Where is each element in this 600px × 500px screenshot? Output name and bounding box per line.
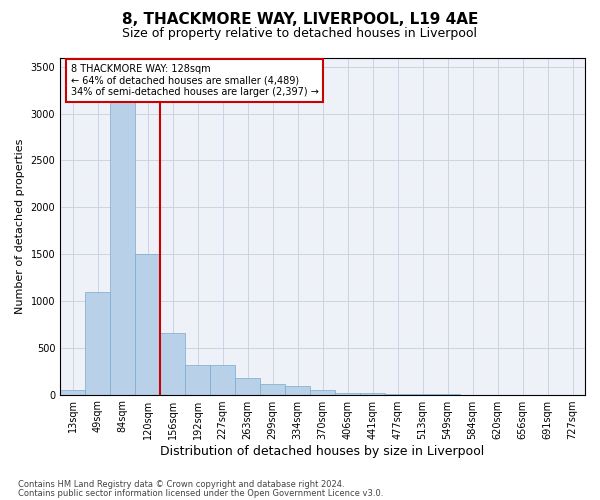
Bar xyxy=(210,364,235,394)
Bar xyxy=(310,390,335,394)
Text: Size of property relative to detached houses in Liverpool: Size of property relative to detached ho… xyxy=(122,28,478,40)
Bar xyxy=(160,333,185,394)
Y-axis label: Number of detached properties: Number of detached properties xyxy=(15,138,25,314)
Text: Contains public sector information licensed under the Open Government Licence v3: Contains public sector information licen… xyxy=(18,488,383,498)
Bar xyxy=(135,254,160,394)
Text: Contains HM Land Registry data © Crown copyright and database right 2024.: Contains HM Land Registry data © Crown c… xyxy=(18,480,344,489)
Bar xyxy=(110,76,135,394)
Bar xyxy=(260,384,285,394)
Bar xyxy=(185,364,210,394)
Bar xyxy=(235,378,260,394)
Bar xyxy=(285,386,310,394)
Text: 8, THACKMORE WAY, LIVERPOOL, L19 4AE: 8, THACKMORE WAY, LIVERPOOL, L19 4AE xyxy=(122,12,478,28)
Bar xyxy=(335,392,360,394)
Bar xyxy=(60,390,85,394)
X-axis label: Distribution of detached houses by size in Liverpool: Distribution of detached houses by size … xyxy=(160,444,485,458)
Bar xyxy=(85,292,110,395)
Bar xyxy=(360,393,385,394)
Text: 8 THACKMORE WAY: 128sqm
← 64% of detached houses are smaller (4,489)
34% of semi: 8 THACKMORE WAY: 128sqm ← 64% of detache… xyxy=(71,64,319,98)
